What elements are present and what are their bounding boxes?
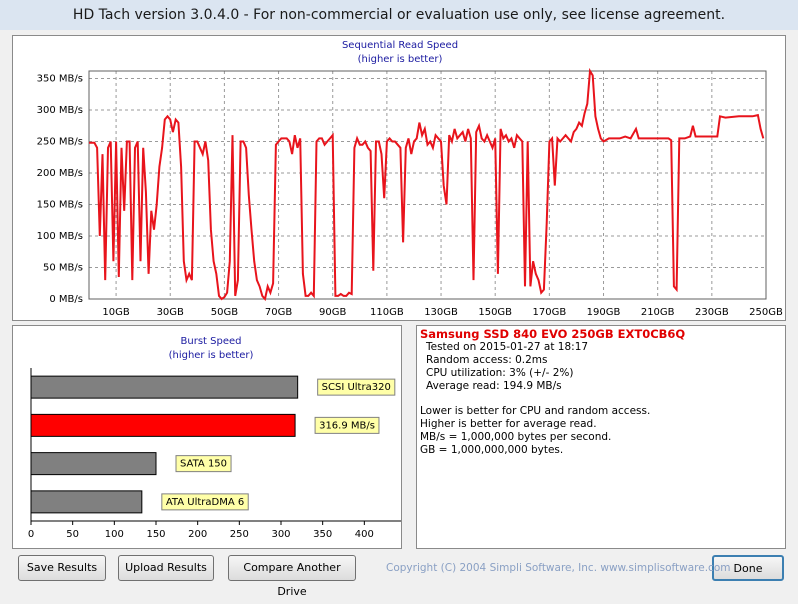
burst-chart: Burst Speed (higher is better) 0 50 100 150… [12,325,402,549]
x-tick-label: 90GB [319,307,346,318]
x-tick-label: 350 [313,529,332,540]
bar-label-box [317,378,396,396]
bar [30,452,157,476]
bar-label-box [314,416,380,434]
bar-label: SCSI Ultra320 [322,382,391,393]
note: GB = 1,000,000,000 bytes. [420,444,564,456]
x-tick-label: 400 [355,529,374,540]
bar-label: SATA 150 [180,459,227,470]
chart-title: Burst Speed [181,336,242,347]
x-tick-label: 10GB [102,307,129,318]
bar-label: ATA UltraDMA 6 [166,497,244,508]
x-tick-label: 0 [28,529,34,540]
button[interactable]: Save Results [18,555,106,581]
x-tick-label: 150 [146,529,165,540]
note: Higher is better for average read. [420,418,597,430]
drive-detail: CPU utilization: 3% (+/- 2%) [426,367,574,379]
x-tick-label: 300 [271,529,290,540]
drive-detail: Random access: 0.2ms [426,354,548,366]
window-title: HD Tach version 3.0.4.0 - For non-commer… [0,0,798,30]
x-tick-label: 100 [105,529,124,540]
bar-label: 316.9 MB/s [319,420,375,431]
y-tick-label: 250 MB/s [37,137,83,148]
x-tick-label: 250GB [749,307,783,318]
x-tick-label: 130GB [424,307,458,318]
read-chart: Sequential Read Speed (higher is better)… [12,35,786,321]
bar [30,490,143,514]
chart-title: Sequential Read Speed [342,40,458,51]
plot-frame [88,70,767,300]
x-tick-label: 170GB [533,307,567,318]
drive-name: Samsung SSD 840 EVO 250GB EXT0CB6Q [420,327,686,341]
x-tick-label: 190GB [587,307,621,318]
bar [30,413,296,437]
info-panel: Samsung SSD 840 EVO 250GB EXT0CB6Q Tested… [416,325,786,549]
note: Lower is better for CPU and random acces… [420,405,651,417]
x-tick-label: 50GB [211,307,238,318]
x-tick-label: 30GB [157,307,184,318]
note: MB/s = 1,000,000 bytes per second. [420,431,612,443]
bar [30,375,299,399]
x-tick-label: 250 [230,529,249,540]
y-tick-label: 100 MB/s [37,231,83,242]
x-tick-label: 110GB [370,307,404,318]
chart-subtitle: (higher is better) [169,350,254,361]
y-tick-label: 50 MB/s [43,263,83,274]
bar-label-box [161,493,249,511]
x-tick-label: 150GB [478,307,512,318]
x-tick-label: 50 [66,529,79,540]
read-line [89,67,765,302]
chart-subtitle: (higher is better) [358,54,443,65]
y-tick-label: 150 MB/s [37,200,83,211]
y-tick-label: 300 MB/s [37,105,83,116]
bar-label-box [175,455,232,473]
copyright: Copyright (C) 2004 Simpli Software, Inc.… [386,562,731,574]
x-tick-label: 210GB [641,307,675,318]
button[interactable]: Upload Results [118,555,214,581]
button[interactable]: Compare Another Drive [228,555,356,598]
x-tick-label: 200 [188,529,207,540]
y-tick-label: 200 MB/s [37,168,83,179]
x-tick-label: 230GB [695,307,729,318]
drive-detail: Tested on 2015-01-27 at 18:17 [426,341,589,353]
y-tick-label: 0 MB/s [49,294,83,305]
drive-detail: Average read: 194.9 MB/s [426,380,562,392]
button[interactable]: Done [712,555,784,581]
x-tick-label: 70GB [265,307,292,318]
y-tick-label: 350 MB/s [37,74,83,85]
